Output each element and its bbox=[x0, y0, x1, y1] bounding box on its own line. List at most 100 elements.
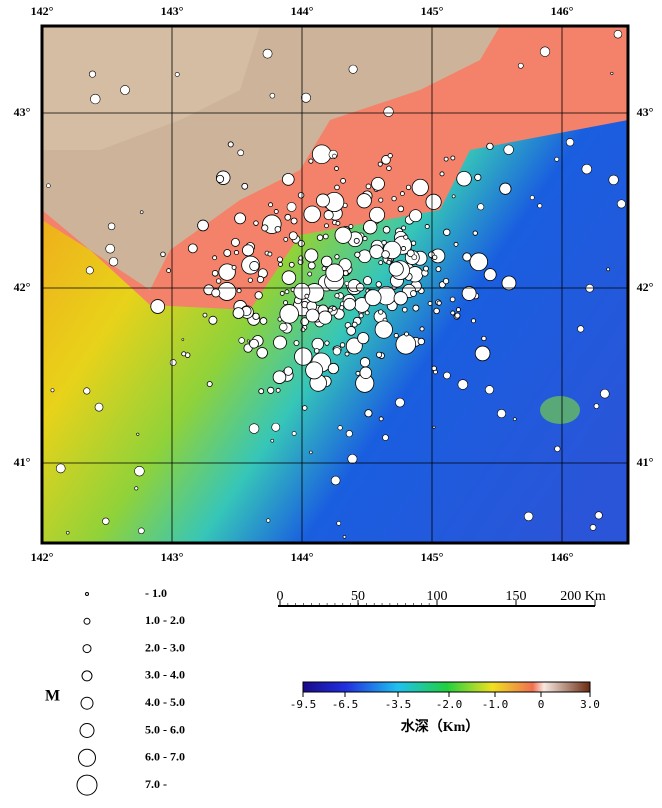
quake bbox=[358, 313, 364, 319]
quake bbox=[402, 307, 408, 313]
quake bbox=[344, 281, 350, 286]
lat-label-left: 41° bbox=[14, 455, 31, 469]
quake bbox=[284, 213, 292, 221]
quake bbox=[215, 278, 222, 284]
quake bbox=[283, 366, 293, 376]
quake bbox=[403, 234, 409, 240]
quake bbox=[107, 222, 116, 231]
quake bbox=[362, 236, 368, 242]
quake bbox=[348, 64, 358, 74]
quake bbox=[517, 62, 524, 69]
quake bbox=[481, 335, 487, 342]
lon-label-top: 144° bbox=[291, 4, 314, 18]
quake bbox=[303, 205, 321, 224]
quake bbox=[339, 305, 345, 311]
quake bbox=[316, 234, 324, 241]
quake bbox=[218, 263, 236, 281]
colorbar-label: 3.0 bbox=[580, 698, 600, 711]
quake bbox=[537, 203, 543, 209]
quake bbox=[138, 527, 145, 535]
quake bbox=[375, 281, 382, 288]
quake bbox=[334, 293, 340, 299]
quake bbox=[386, 165, 392, 171]
legend-symbol bbox=[79, 723, 95, 738]
quake bbox=[283, 237, 289, 242]
quake bbox=[454, 312, 461, 319]
quake bbox=[279, 304, 299, 324]
quake bbox=[337, 425, 343, 431]
quake bbox=[477, 203, 485, 211]
quake bbox=[278, 262, 283, 267]
scale-label: 200 Km bbox=[560, 589, 606, 604]
lon-label-top: 145° bbox=[421, 4, 444, 18]
quake bbox=[90, 93, 101, 105]
quake bbox=[304, 248, 319, 263]
quake bbox=[169, 359, 177, 366]
quake bbox=[451, 194, 456, 199]
quake bbox=[336, 521, 342, 526]
quake bbox=[423, 265, 429, 272]
quake bbox=[353, 237, 360, 244]
quake bbox=[378, 416, 384, 422]
quake bbox=[486, 142, 494, 150]
quake bbox=[273, 209, 279, 214]
quake bbox=[427, 301, 433, 306]
quake bbox=[406, 249, 415, 258]
lon-label-bottom: 144° bbox=[291, 550, 314, 564]
quake bbox=[503, 144, 514, 155]
lon-label-top: 142° bbox=[31, 4, 54, 18]
quake bbox=[267, 386, 275, 394]
quake bbox=[279, 322, 288, 332]
legend-symbol bbox=[78, 748, 96, 767]
quake bbox=[386, 259, 392, 265]
legend-label: 2.0 - 3.0 bbox=[145, 640, 185, 654]
quake bbox=[357, 332, 370, 345]
quake bbox=[259, 317, 268, 325]
quake bbox=[554, 445, 561, 452]
quake bbox=[439, 171, 445, 177]
lat-label-right: 41° bbox=[637, 455, 654, 469]
quake bbox=[334, 254, 340, 260]
legend-symbol bbox=[80, 696, 94, 710]
quake bbox=[304, 293, 310, 299]
quake bbox=[344, 351, 350, 357]
quake bbox=[435, 266, 442, 273]
quake bbox=[347, 453, 358, 464]
quake bbox=[335, 220, 341, 226]
quake bbox=[249, 338, 259, 349]
quake bbox=[412, 304, 420, 312]
quake bbox=[334, 184, 340, 191]
quake bbox=[485, 385, 494, 395]
quake bbox=[443, 228, 451, 236]
quake bbox=[236, 288, 242, 294]
quake bbox=[174, 72, 180, 77]
quake bbox=[410, 290, 417, 297]
quake bbox=[332, 153, 337, 159]
quake bbox=[442, 277, 450, 285]
quake bbox=[357, 249, 372, 263]
quake bbox=[348, 224, 354, 229]
quake bbox=[405, 184, 412, 191]
quake bbox=[166, 268, 172, 273]
quake bbox=[238, 337, 245, 344]
quake bbox=[215, 174, 225, 183]
quake bbox=[307, 271, 313, 277]
lon-label-bottom: 143° bbox=[161, 550, 184, 564]
quake bbox=[383, 106, 394, 117]
quake bbox=[606, 267, 610, 272]
colorbar-label: -3.5 bbox=[385, 698, 412, 711]
quake bbox=[436, 300, 442, 306]
quake bbox=[55, 463, 66, 474]
quake bbox=[150, 299, 166, 314]
scale-label: 0 bbox=[277, 589, 284, 604]
quake bbox=[565, 138, 575, 147]
legend-title: M bbox=[45, 688, 60, 705]
quake bbox=[309, 450, 313, 455]
lon-label-bottom: 142° bbox=[31, 550, 54, 564]
quake bbox=[593, 403, 600, 409]
quake bbox=[410, 240, 417, 246]
quake bbox=[291, 431, 297, 436]
quake bbox=[325, 263, 344, 283]
quake bbox=[85, 266, 94, 275]
